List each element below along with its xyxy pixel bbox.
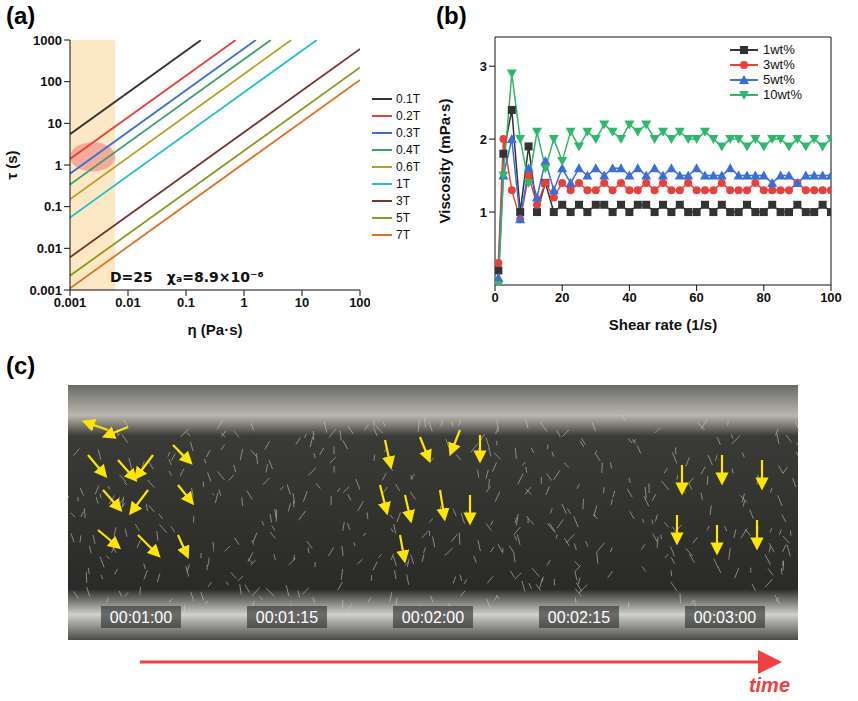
svg-text:0.1: 0.1 (177, 295, 195, 310)
svg-text:time: time (749, 674, 790, 696)
svg-text:20: 20 (555, 290, 569, 305)
html-text:3wt%: 3wt% (763, 57, 795, 72)
html-text:(a): (a) (6, 2, 36, 29)
svg-text:1: 1 (240, 295, 247, 310)
svg-text:40: 40 (622, 290, 636, 305)
html-text:0.4T: 0.4T (396, 142, 420, 157)
svg-text:Viscosity (mPa·s): Viscosity (mPa·s) (436, 99, 453, 224)
svg-text:100: 100 (820, 290, 842, 305)
html-text:1T: 1T (396, 176, 410, 191)
svg-text:3: 3 (480, 59, 487, 74)
svg-text:Shear rate (1/s): Shear rate (1/s) (609, 316, 717, 333)
svg-text:2: 2 (480, 132, 487, 147)
svg-text:00:02:00: 00:02:00 (402, 609, 464, 626)
svg-text:0.01: 0.01 (37, 241, 62, 256)
svg-text:00:01:15: 00:01:15 (256, 609, 318, 626)
html-text:0.2T: 0.2T (396, 108, 420, 123)
html-text:0.3T: 0.3T (396, 125, 420, 140)
html-text:D=25: D=25 (110, 269, 153, 285)
svg-text:0.1: 0.1 (44, 199, 62, 214)
svg-text:60: 60 (689, 290, 703, 305)
svg-text:100: 100 (40, 74, 62, 89)
html-text:(b): (b) (436, 2, 467, 29)
svg-text:10: 10 (295, 295, 309, 310)
svg-text:τ (s): τ (s) (3, 150, 20, 179)
html-text:7T: 7T (396, 227, 410, 242)
html-text:1wt%: 1wt% (763, 42, 795, 57)
svg-text:100: 100 (349, 295, 370, 310)
svg-text:0.001: 0.001 (53, 295, 87, 311)
html-text:5T: 5T (396, 210, 410, 225)
svg-text:1: 1 (480, 205, 487, 220)
svg-text:0.01: 0.01 (115, 295, 140, 310)
html-text:(c): (c) (6, 352, 36, 379)
html-text:10wt%: 10wt% (763, 87, 802, 102)
html-text:3T: 3T (396, 193, 410, 208)
html-text:0.1T: 0.1T (396, 91, 420, 106)
svg-text:η (Pa·s): η (Pa·s) (187, 321, 242, 338)
svg-text:00:03:00: 00:03:00 (694, 609, 756, 626)
svg-text:0.001: 0.001 (29, 283, 62, 298)
svg-text:1000: 1000 (33, 33, 62, 48)
svg-text:1: 1 (55, 158, 62, 173)
svg-text:10: 10 (48, 116, 62, 131)
svg-text:00:02:15: 00:02:15 (548, 609, 610, 626)
html-text:χₐ=8.9×10⁻⁶: χₐ=8.9×10⁻⁶ (166, 269, 264, 285)
svg-text:00:01:00: 00:01:00 (110, 609, 172, 626)
svg-text:80: 80 (757, 290, 771, 305)
svg-text:0: 0 (491, 290, 498, 305)
html-text:5wt%: 5wt% (763, 72, 795, 87)
html-text:0.6T: 0.6T (396, 159, 420, 174)
